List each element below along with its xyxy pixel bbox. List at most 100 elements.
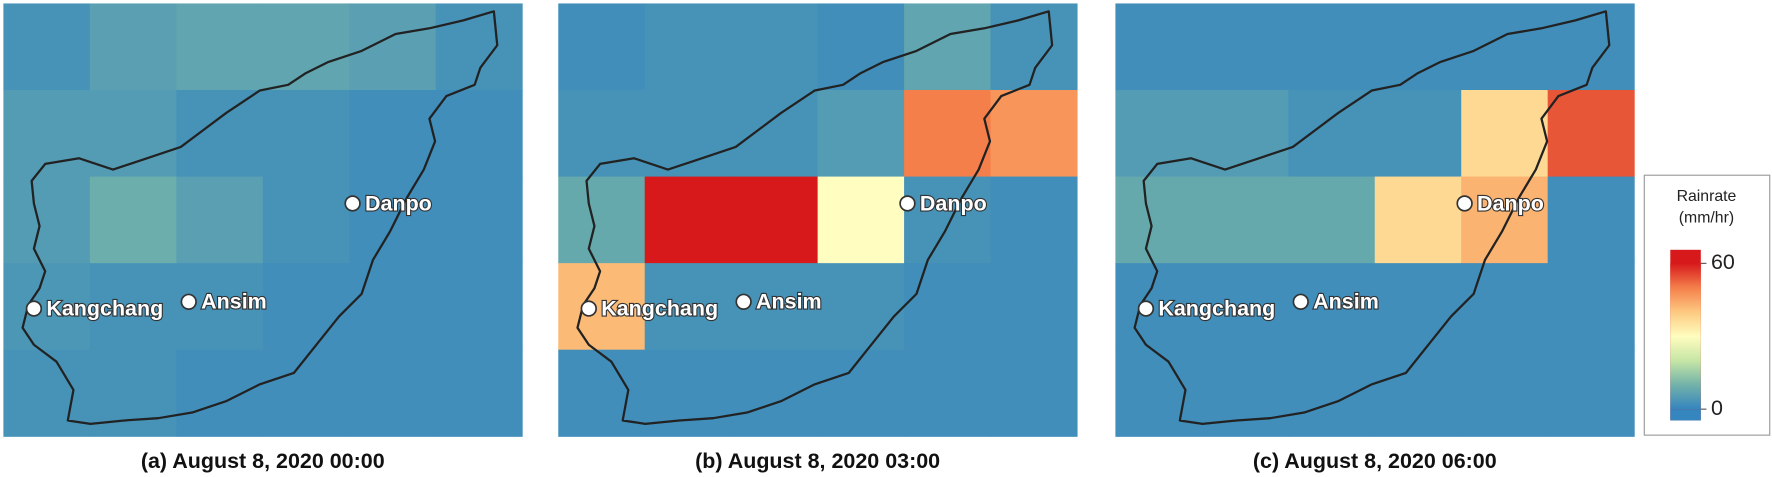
rain-cell	[176, 90, 264, 178]
place-label: Danpo	[365, 191, 432, 215]
rain-cell	[904, 263, 992, 351]
rain-cell	[349, 349, 437, 437]
place-marker	[1137, 300, 1155, 317]
rain-cell	[644, 176, 732, 264]
rain-cell	[1201, 176, 1289, 264]
rain-cell	[1547, 3, 1635, 91]
place-label: Kangchang	[46, 296, 163, 320]
panel-caption: (b) August 8, 2020 03:00	[695, 449, 940, 473]
rain-cell	[262, 3, 350, 91]
rain-cell	[1201, 263, 1289, 351]
rain-cell	[1374, 90, 1462, 178]
legend-unit: (mm/hr)	[1679, 210, 1734, 227]
place-label: Ansim	[201, 290, 267, 314]
rain-cell	[3, 176, 91, 264]
rain-cell	[731, 3, 819, 91]
rain-cell	[990, 176, 1078, 264]
rain-cell	[89, 3, 177, 91]
map-panel: Danpo Kangchang Ansim	[3, 3, 523, 437]
rain-cell	[1115, 176, 1203, 264]
colorbar-foot	[1670, 409, 1701, 421]
rain-cell	[1374, 263, 1462, 351]
colorbar-gradient	[1670, 263, 1701, 410]
place-label: Kangchang	[1158, 296, 1275, 320]
legend-tick-label: 0	[1711, 396, 1723, 420]
rain-cell	[1115, 3, 1203, 91]
rain-cell	[904, 176, 992, 264]
rain-cell	[904, 349, 992, 437]
place-label: Danpo	[920, 191, 987, 215]
place-marker	[735, 293, 752, 310]
map-panel: Danpo Kangchang Ansim	[558, 3, 1078, 437]
rain-cell	[1374, 349, 1462, 437]
rain-cell	[558, 349, 646, 437]
rain-cell	[262, 90, 350, 178]
rain-cell	[731, 349, 819, 437]
rain-cell	[1461, 90, 1549, 178]
rain-cell	[1201, 90, 1289, 178]
rain-cell	[349, 90, 437, 178]
legend-tick-label: 60	[1711, 250, 1735, 274]
rain-cell	[817, 3, 905, 91]
rain-cell	[1461, 349, 1549, 437]
rain-cell	[89, 176, 177, 264]
rain-cell	[1547, 263, 1635, 351]
panel-caption: (a) August 8, 2020 00:00	[141, 449, 385, 473]
rain-cell	[1288, 176, 1376, 264]
rain-cell	[1374, 3, 1462, 91]
rain-cell	[817, 263, 905, 351]
rain-cell	[1201, 3, 1289, 91]
panel-caption: (c) August 8, 2020 06:00	[1253, 449, 1497, 473]
rain-cell	[1115, 263, 1203, 351]
rain-cell	[817, 176, 905, 264]
rain-cell	[1288, 3, 1376, 91]
rain-cell	[349, 263, 437, 351]
rain-cell	[644, 349, 732, 437]
rain-cell	[990, 349, 1078, 437]
rain-cell	[349, 3, 437, 91]
rain-cell	[644, 3, 732, 91]
rain-cell	[1547, 349, 1635, 437]
rain-cell	[89, 90, 177, 178]
rain-cell	[990, 90, 1078, 178]
rain-cell	[89, 263, 177, 351]
rain-cell	[435, 176, 523, 264]
rain-cell	[262, 176, 350, 264]
rain-cell	[435, 3, 523, 91]
rain-cell	[904, 90, 992, 178]
rain-cell	[1461, 3, 1549, 91]
rain-cell	[3, 349, 91, 437]
place-marker	[1456, 195, 1473, 212]
map-panel: Danpo Kangchang Ansim	[1115, 3, 1635, 437]
place-marker	[1292, 293, 1309, 310]
rain-cell	[1201, 349, 1289, 437]
rain-cell	[176, 349, 264, 437]
rain-cell	[558, 263, 646, 351]
place-marker	[580, 300, 597, 317]
rain-cell	[990, 3, 1078, 91]
place-label: Ansim	[1313, 290, 1379, 314]
rain-cell	[1461, 176, 1549, 264]
rain-cell	[349, 176, 437, 264]
rain-cell	[3, 263, 91, 351]
legend-box	[1643, 174, 1771, 436]
place-marker	[25, 300, 43, 317]
rain-cell	[817, 90, 905, 178]
rain-cell	[435, 349, 523, 437]
place-marker	[344, 195, 361, 212]
rain-cell	[1547, 176, 1635, 264]
rain-cell	[817, 349, 905, 437]
rain-cell	[1288, 90, 1376, 178]
rain-cell	[435, 263, 523, 351]
place-label: Danpo	[1477, 191, 1544, 215]
rain-cell	[990, 263, 1078, 351]
rain-cell	[558, 176, 646, 264]
rain-cell	[1288, 349, 1376, 437]
rain-cell	[89, 349, 177, 437]
place-label: Kangchang	[601, 296, 718, 320]
place-marker	[180, 293, 197, 310]
rain-cell	[644, 90, 732, 178]
rain-cell	[1461, 263, 1549, 351]
rain-cell	[435, 90, 523, 178]
